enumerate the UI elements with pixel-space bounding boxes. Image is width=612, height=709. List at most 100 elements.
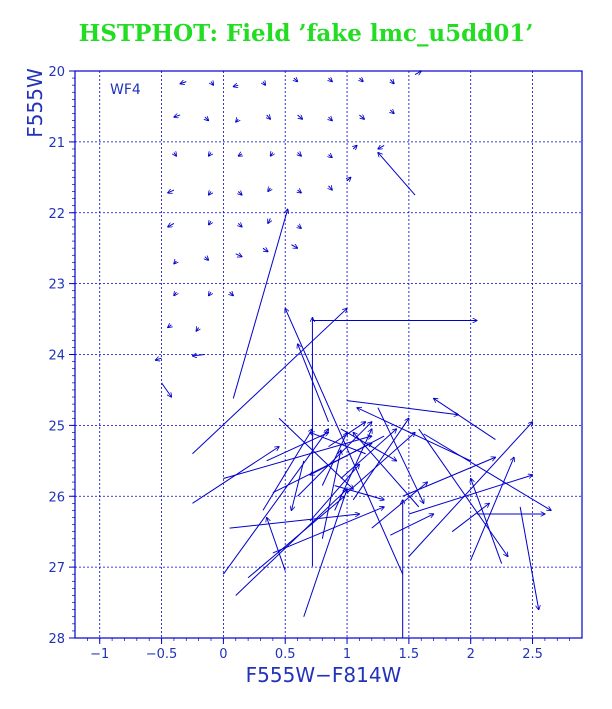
data-vector [192,308,347,455]
data-vector [353,145,357,149]
axis-ticks: −1 −0.5 0 0.5 1 1.5 2 2.5 20 21 22 23 24 25 26 27 28 [48,65,570,662]
panel-label: WF4 [110,82,141,98]
data-vector [408,475,533,515]
data-vector [155,358,162,360]
x-tick-label: 1 [343,647,351,662]
grid-lines [75,70,582,639]
y-tick-label: 23 [48,278,65,293]
data-vector [196,328,198,332]
data-vector [235,489,347,596]
x-tick-label: 2.5 [522,647,543,662]
data-vector [329,186,333,190]
data-vector [434,398,496,440]
data-vector [378,145,385,149]
data-vector [209,191,211,195]
data-vector [414,71,421,75]
data-vector [298,153,302,157]
data-vector [470,457,514,561]
data-vector [209,221,211,225]
data-vector [371,482,428,529]
data-vector [174,115,181,117]
data-vector [211,82,213,86]
data-vector [390,110,394,114]
data-vector [235,254,242,257]
data-vector [272,507,384,554]
data-vector [334,485,384,500]
vector-series [155,71,551,638]
data-vector [340,429,397,479]
data-vector [268,218,270,223]
x-tick-label: 0 [219,647,227,662]
data-vector [471,479,503,564]
data-vector [291,460,305,511]
x-tick-label: −1 [90,647,109,662]
data-vector [229,514,360,529]
data-vector [408,422,533,557]
data-vector [230,292,234,296]
data-vector [347,177,351,181]
data-vector [236,119,238,122]
data-vector [418,428,508,557]
data-vector [298,226,302,229]
data-vector [346,400,458,415]
data-vector [310,435,385,475]
data-vector [390,80,394,84]
data-vector [352,418,409,501]
y-tick-label: 27 [48,561,65,576]
y-tick-label: 22 [48,207,65,222]
y-tick-label: 26 [48,490,65,505]
chart-title: HSTPHOT: Field ’fake lmc_u5dd01’ [78,20,534,47]
data-vector [278,417,353,489]
data-vector [268,188,270,192]
y-tick-label: 20 [48,65,65,80]
data-vector [238,223,242,227]
data-vector [321,450,341,539]
data-vector [168,190,175,193]
data-vector [180,82,187,84]
data-vector [270,153,272,157]
data-vector [297,422,372,497]
data-vector [377,407,424,504]
data-vector [285,308,404,575]
x-tick-label: 2 [467,647,475,662]
data-vector [174,153,176,157]
data-vector [238,191,242,195]
data-vector [168,325,172,328]
y-tick-label: 21 [48,136,65,151]
y-tick-label: 24 [48,349,65,364]
data-vector [359,78,363,82]
data-vector [329,155,333,158]
data-vector [232,209,287,399]
data-vector [168,223,175,227]
data-vector [233,85,239,86]
data-vector [297,115,303,119]
x-axis-label: F555W−F814W [246,663,402,687]
data-vector [423,433,551,511]
data-vector [328,422,366,448]
data-vector [174,292,176,296]
data-vector [174,261,176,264]
data-vector [205,117,209,121]
data-vector [223,436,371,480]
data-vector [291,245,297,249]
data-vector [357,408,471,462]
y-tick-label: 25 [48,419,65,434]
data-vector [263,82,265,86]
data-vector [209,153,211,157]
data-vector [329,78,333,82]
data-vector [267,115,271,119]
data-vector [451,503,489,533]
data-vector [359,115,364,119]
data-vector [298,190,302,193]
data-vector [329,117,333,121]
data-vector [298,344,329,423]
data-vector [346,432,415,494]
data-vector [262,248,268,252]
data-vector [390,514,433,536]
data-vector [309,464,359,522]
data-vector [378,153,416,196]
data-vector [267,518,286,571]
data-vector [238,154,242,156]
x-tick-label: 1.5 [399,647,420,662]
